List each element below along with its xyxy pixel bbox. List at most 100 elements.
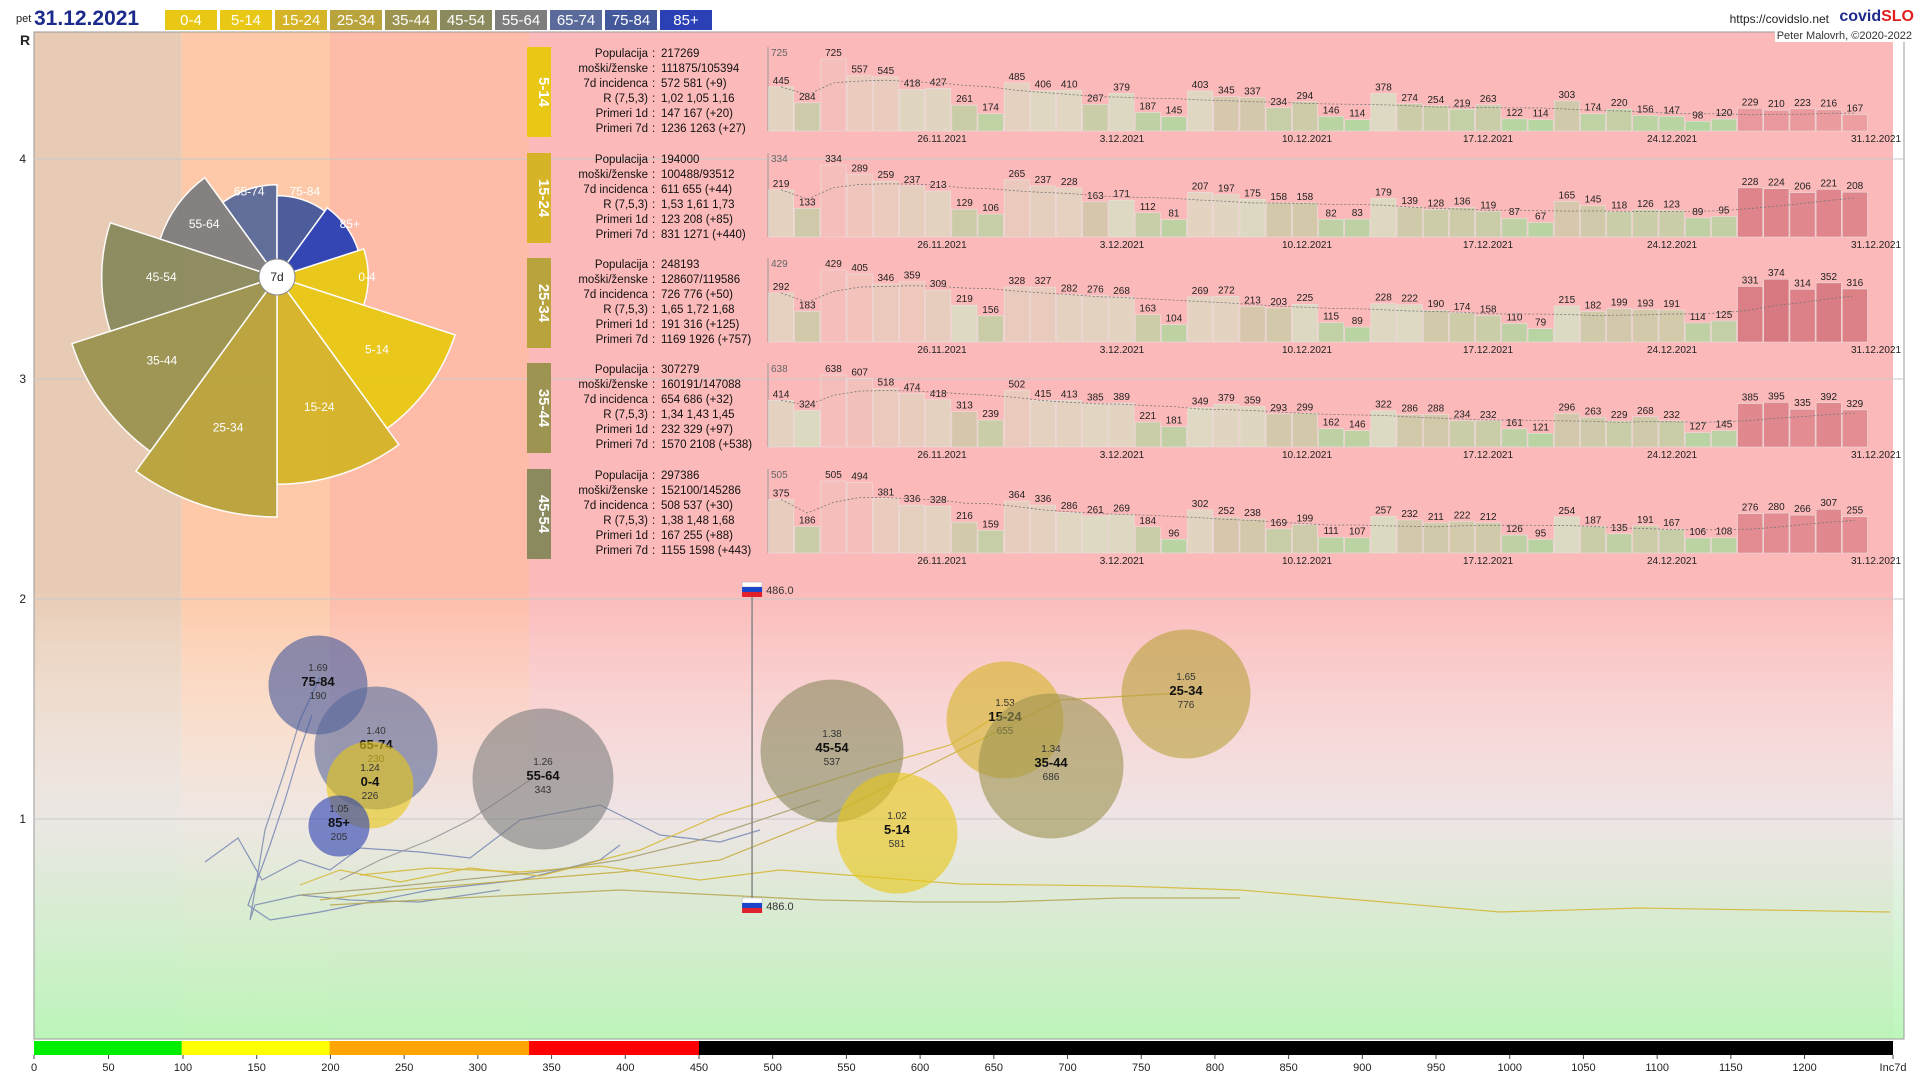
- x-tick-label: 850: [1279, 1062, 1297, 1074]
- rose-wedge: [275, 206, 360, 279]
- panel-bar-label: 257: [1375, 505, 1392, 516]
- panel-bar: [925, 505, 952, 554]
- flag-top-red: [742, 592, 763, 597]
- age-button-85+[interactable]: 85+: [659, 9, 713, 31]
- panel-bar: [977, 419, 1004, 448]
- panel-bar: [1318, 536, 1344, 554]
- panel-bar: [1763, 109, 1790, 132]
- panel-bar-label: 197: [1218, 184, 1235, 195]
- panel-bar: [951, 208, 978, 238]
- panel-bar-label: 392: [1820, 392, 1837, 403]
- panel-stat-label: moški/ženske: [578, 379, 648, 391]
- panel-bar: [1842, 288, 1868, 343]
- age-button-45-54[interactable]: 45-54: [439, 9, 493, 31]
- panel-bar-label: 502: [1008, 379, 1025, 390]
- panel-bar: [1056, 90, 1083, 132]
- panel-bar: [1815, 189, 1842, 238]
- panel-bar-label: 265: [1008, 169, 1025, 180]
- panel-bar: [1737, 286, 1763, 343]
- panel-bar: [1134, 212, 1161, 238]
- panel-bar: [1344, 430, 1371, 448]
- bubble-circle: [308, 795, 370, 857]
- panel-bar-label: 276: [1087, 285, 1104, 296]
- panel-bar: [1789, 514, 1816, 554]
- x-tick-label: 1050: [1571, 1062, 1595, 1074]
- panel-date-label: 24.12.2021: [1647, 134, 1697, 145]
- x-tick-label: 500: [764, 1062, 782, 1074]
- panel-bar: [1423, 105, 1449, 132]
- panel-bar: [977, 315, 1004, 343]
- trajectory-line-0: [204, 804, 761, 881]
- age-button-15-24[interactable]: 15-24: [274, 9, 328, 31]
- panel-stat-label: Primeri 7d: [596, 123, 648, 135]
- y-tick-label: 4: [19, 152, 26, 166]
- panel-stat-label: moški/ženske: [578, 274, 648, 286]
- panel-bar: [1501, 534, 1528, 554]
- brand-logo: covidSLO: [1839, 8, 1914, 26]
- bubble-r-label: 1.38: [822, 729, 842, 740]
- panel-bar: [1606, 108, 1633, 132]
- bubble-r-label: 1.02: [887, 811, 907, 822]
- panel-stat-label: Primeri 7d: [596, 439, 648, 451]
- panel-bar: [1763, 512, 1790, 554]
- rose-slice-label: 85+: [340, 217, 360, 231]
- header-bar: pet 31.12.2021 0-4 5-14 15-24 25-34 35-44 45-…: [0, 4, 1920, 42]
- panel-bar-label: 219: [773, 179, 790, 190]
- panel-bar-label: 184: [1139, 516, 1156, 527]
- panel-bar: [1265, 528, 1292, 554]
- panel-stat-colon: :: [652, 500, 655, 512]
- age-button-25-34[interactable]: 25-34: [329, 9, 383, 31]
- panel-date-label: 26.11.2021: [917, 240, 967, 251]
- panel-bar: [1213, 296, 1240, 343]
- panel-bar-label: 316: [1847, 278, 1864, 289]
- panel-bar-label: 89: [1352, 316, 1364, 327]
- panel-stat-value: 191 316 (+125): [661, 319, 739, 331]
- panel-bar-label: 557: [851, 65, 868, 76]
- risk-zone-3: [529, 1041, 699, 1055]
- panel-bar-label: 156: [982, 305, 999, 316]
- panel-bar-label: 414: [773, 389, 790, 400]
- panel-bar: [1370, 93, 1397, 132]
- bubble-r-label: 1.24: [360, 763, 380, 774]
- panel-bar-label: 199: [1297, 514, 1314, 525]
- age-button-55-64[interactable]: 55-64: [494, 9, 548, 31]
- panel-stat-colon: :: [652, 545, 655, 557]
- panel-bar: [1763, 278, 1790, 343]
- panel-bar-label: 395: [1768, 391, 1785, 402]
- panel-bar-label: 485: [1008, 72, 1025, 83]
- age-button-35-44[interactable]: 35-44: [384, 9, 438, 31]
- panel-bar: [899, 393, 925, 448]
- panel-bar-label: 272: [1218, 285, 1235, 296]
- bubble-circle: [472, 708, 614, 850]
- panel-bar-label: 385: [1087, 393, 1104, 404]
- rose-chart: 0-4 5-14 15-24 25-34 35-44 45-54 55-64 65-74 75-…: [70, 176, 457, 518]
- panel-bar: [1553, 305, 1580, 343]
- panel-stat-value: 654 686 (+32): [661, 394, 733, 406]
- age-button-65-74[interactable]: 65-74: [549, 9, 603, 31]
- panel-bar: [1134, 112, 1161, 132]
- panel-bar: [1684, 121, 1711, 132]
- panel-bar: [1501, 323, 1528, 343]
- panel-bar: [1187, 192, 1213, 238]
- panel-tab: [527, 153, 551, 243]
- panel-date-label: 17.12.2021: [1463, 345, 1513, 356]
- panel-bar: [1292, 413, 1318, 448]
- panel-bar: [820, 164, 847, 238]
- panel-bar-label: 228: [1742, 177, 1759, 188]
- panel-stat-colon: :: [652, 154, 655, 166]
- rose-center: [258, 258, 296, 296]
- site-url[interactable]: https://covidslo.net: [1729, 12, 1829, 26]
- age-button-75-84[interactable]: 75-84: [604, 9, 658, 31]
- age-button-0-4[interactable]: 0-4: [164, 9, 218, 31]
- x-tick-label: 550: [837, 1062, 855, 1074]
- panel-bar-label: 79: [1535, 318, 1547, 329]
- brand-accent: SLO: [1881, 8, 1914, 25]
- bubble-inc-label: 537: [824, 757, 841, 768]
- national-marker: 486.0 486.0: [741, 581, 794, 913]
- panel-bar: [1292, 524, 1318, 554]
- panel-bar-label: 108: [1716, 527, 1733, 538]
- age-button-5-14[interactable]: 5-14: [219, 9, 273, 31]
- panel-bar: [1056, 187, 1083, 238]
- panel-bar-label: 175: [1244, 188, 1261, 199]
